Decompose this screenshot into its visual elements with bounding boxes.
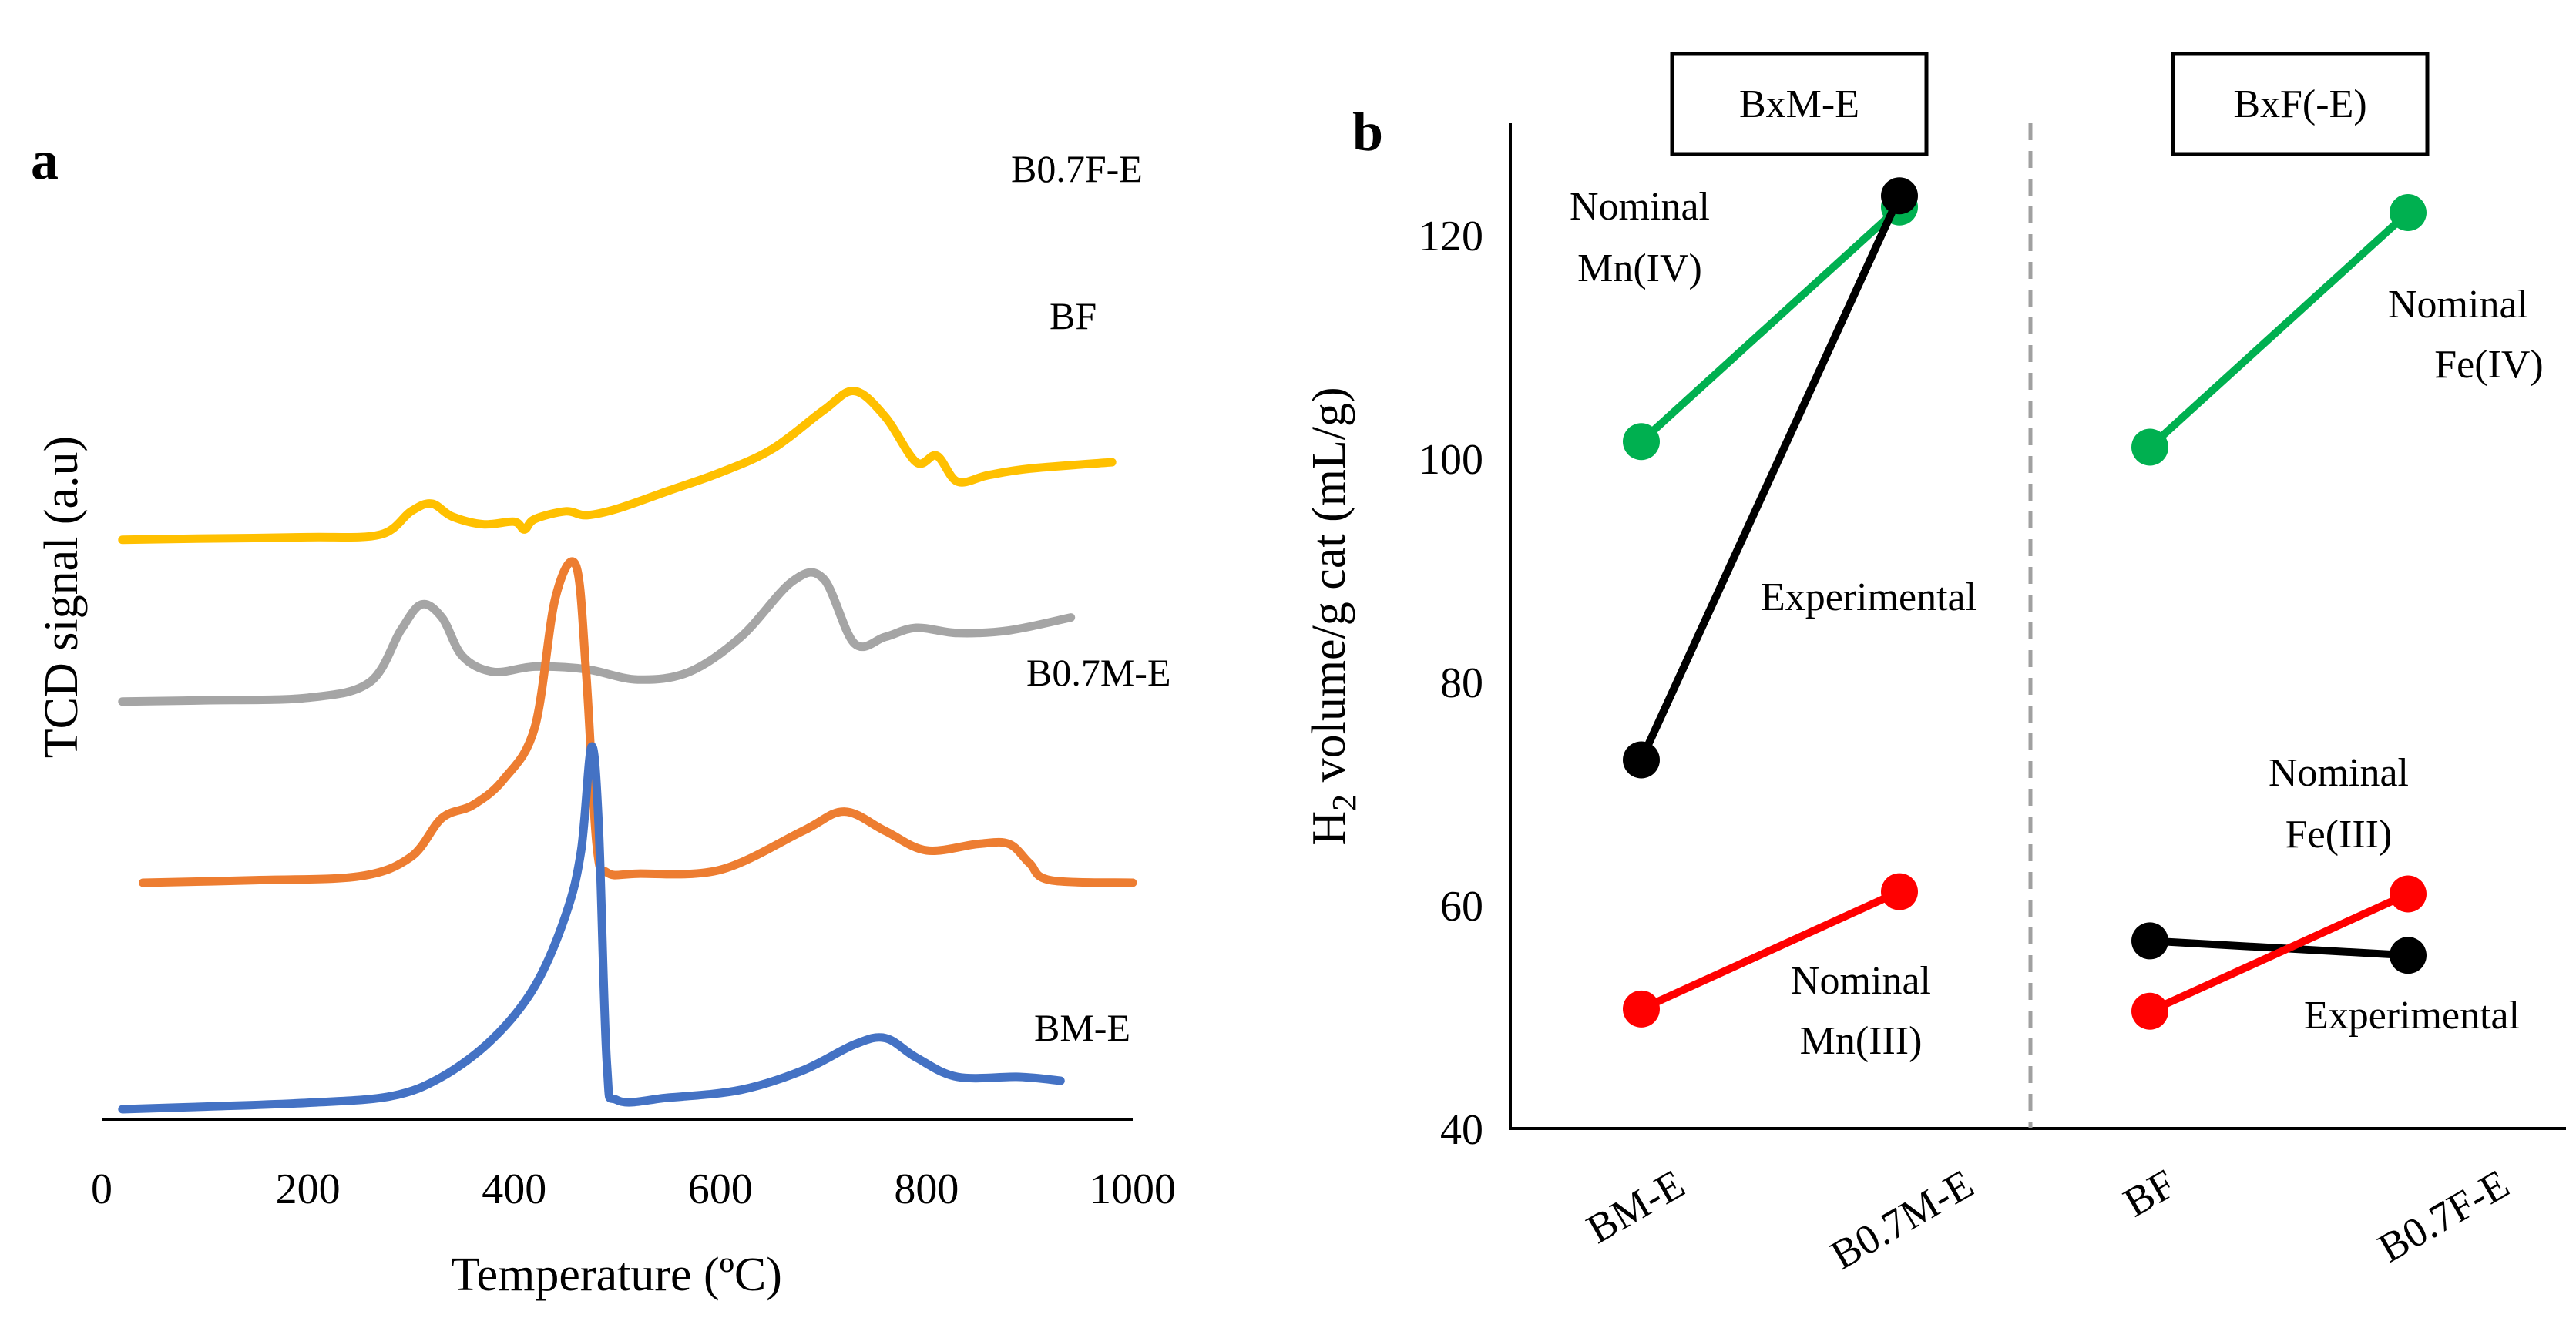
point-experimental-g1-2 xyxy=(1881,177,1918,215)
annotation-nominal-mn-iv-1: Nominal xyxy=(1570,185,1710,229)
curve-label-bm-e: BM-E xyxy=(1034,1006,1130,1049)
category-label-bf: BF xyxy=(2116,1160,2183,1226)
y-title-rest: volume/g cat (mL/g) xyxy=(1303,387,1355,794)
annotation-nominal-mn-iii-1: Nominal xyxy=(1791,959,1931,1003)
curve-bm-e xyxy=(118,742,1065,1114)
category-label-b0.7f-e: B0.7F-E xyxy=(2370,1160,2517,1271)
group-box-label-bxm-e: BxM-E xyxy=(1739,82,1859,126)
point-nominal-mn-iv--g1-1 xyxy=(1623,423,1660,461)
annotation-nominal-fe-iv-1: Nominal xyxy=(2388,283,2528,327)
y-tick-label-40: 40 xyxy=(1440,1106,1483,1154)
point-nominal-mn-iii--g1-2 xyxy=(1881,873,1918,910)
panel-b-series xyxy=(1623,177,2427,1030)
annotation-nominal-fe-iii-1: Nominal xyxy=(2269,751,2409,795)
point-experimental-g2-2 xyxy=(2390,937,2427,974)
y-title-h: H xyxy=(1303,811,1355,846)
y-tick-label-120: 120 xyxy=(1419,213,1483,260)
point-nominal-fe-iii--g2-2 xyxy=(2390,875,2427,913)
line-nominal-fe-iv--g2 xyxy=(2147,210,2411,451)
annotation-nominal-mn-iii-2: Mn(III) xyxy=(1800,1019,1923,1063)
annotation-experimental-mn: Experimental xyxy=(1761,575,1977,619)
panel-a: a 0 200 400 600 800 1000 B0.7F-E BF B0.7M-E B… xyxy=(31,129,1176,1301)
line-experimental-g2 xyxy=(2149,937,2409,960)
category-label-bm-e: BM-E xyxy=(1579,1160,1692,1252)
curve-label-bf: BF xyxy=(1050,294,1097,337)
group-box-label-bxf-e: BxF(-E) xyxy=(2233,82,2366,126)
category-label-b0.7m-e: B0.7M-E xyxy=(1823,1160,1981,1278)
x-tick-label-200: 200 xyxy=(276,1165,341,1213)
curve-bf xyxy=(118,568,1076,706)
panel-a-letter: a xyxy=(31,129,59,191)
curve-label-b0.7m-e: B0.7M-E xyxy=(1026,651,1171,694)
panel-b-y-axis-title: H2 volume/g cat (mL/g) xyxy=(1303,387,1363,845)
panel-a-x-axis-title: Temperature (ºC) xyxy=(451,1249,782,1301)
annotation-nominal-fe-iii-2: Fe(III) xyxy=(2285,813,2393,857)
point-nominal-fe-iv--g2-2 xyxy=(2390,194,2427,231)
panel-a-x-tick-labels: 0 200 400 600 800 1000 xyxy=(91,1165,1176,1213)
point-nominal-fe-iv--g2-1 xyxy=(2131,428,2168,466)
x-tick-label-400: 400 xyxy=(482,1165,546,1213)
y-tick-label-60: 60 xyxy=(1440,883,1483,931)
x-tick-label-800: 800 xyxy=(894,1165,959,1213)
curve-b0.7f-e xyxy=(118,387,1117,545)
panel-a-y-axis-title: TCD signal (a.u) xyxy=(35,436,88,758)
group-box-bxf-e xyxy=(2171,52,2430,156)
panel-b-y-tick-labels: 40 60 80 100 120 xyxy=(1419,213,1483,1154)
panel-a-curves xyxy=(118,387,1137,1114)
point-experimental-g2-1 xyxy=(2131,922,2168,960)
annotation-experimental-fe: Experimental xyxy=(2304,994,2520,1038)
x-tick-label-0: 0 xyxy=(91,1165,113,1213)
y-tick-label-80: 80 xyxy=(1440,659,1483,707)
point-nominal-mn-iii--g1-1 xyxy=(1623,990,1660,1028)
x-tick-label-600: 600 xyxy=(688,1165,753,1213)
group-box-bxm-e xyxy=(1670,52,1929,156)
line-nominal-mn-iv--g1 xyxy=(1638,204,1903,444)
line-nominal-mn-iii--g1 xyxy=(1639,888,1902,1013)
line-experimental-g1 xyxy=(1637,194,1903,762)
y-tick-label-100: 100 xyxy=(1419,436,1483,484)
point-experimental-g1-1 xyxy=(1623,741,1660,779)
y-title-subscript: 2 xyxy=(1325,794,1363,811)
panel-b-letter: b xyxy=(1352,101,1383,163)
annotation-nominal-fe-iv-2: Fe(IV) xyxy=(2434,343,2544,387)
panel-b: b 40 60 80 100 120 BM-E B0.7M-E BF B0.7F-E B… xyxy=(1303,52,2566,1279)
x-tick-label-1000: 1000 xyxy=(1090,1165,1176,1213)
annotation-nominal-mn-iv-2: Mn(IV) xyxy=(1577,246,1702,290)
line-nominal-fe-iii--g2 xyxy=(2148,890,2410,1015)
curve-label-b0.7f-e: B0.7F-E xyxy=(1011,147,1143,190)
curve-b0.7m-e xyxy=(139,557,1137,887)
point-nominal-fe-iii--g2-1 xyxy=(2131,992,2168,1030)
